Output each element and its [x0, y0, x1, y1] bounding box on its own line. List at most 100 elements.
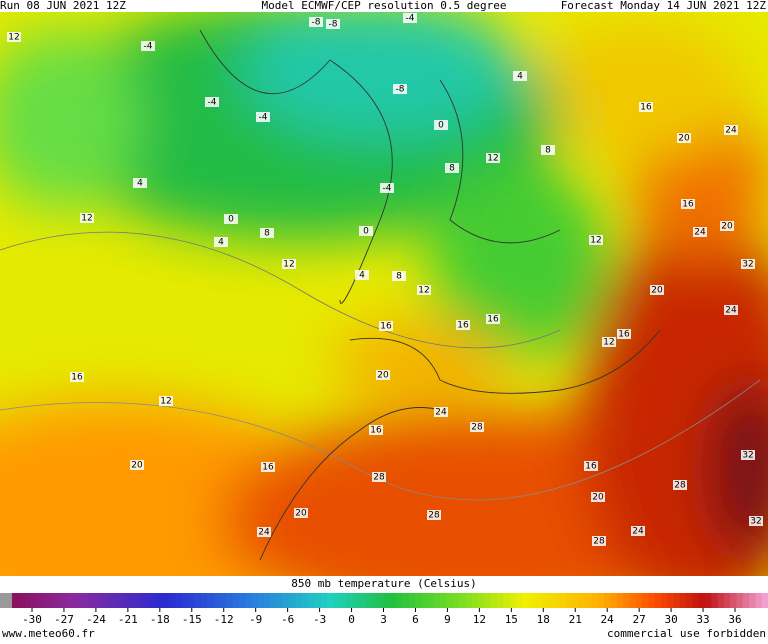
contour-label-box [133, 178, 147, 188]
colorbar-cell [465, 593, 473, 608]
contour-label-box [70, 372, 84, 382]
colorbar-cell [144, 593, 152, 608]
colorbar-cap [0, 593, 12, 608]
colorbar-cell [43, 593, 51, 608]
coastline [259, 407, 441, 561]
contour-label: 8 [449, 164, 455, 174]
colorbar-cell [175, 593, 183, 608]
contour-label: 28 [674, 481, 686, 491]
colorbar-cell [484, 593, 492, 608]
colorbar-cell [81, 593, 89, 608]
colorbar-cell [276, 593, 284, 608]
colorbar-tick-label: 6 [412, 613, 419, 626]
contour-label-box [724, 125, 738, 135]
colorbar-cell [226, 593, 233, 608]
colorbar-cell [213, 593, 221, 608]
contour-label: 20 [131, 461, 143, 471]
contour-label-box [355, 270, 369, 280]
colorbar-cell [572, 593, 580, 608]
coastline [439, 79, 561, 244]
colorbar-tick-label: -30 [22, 613, 42, 626]
contour-label-box [602, 337, 616, 347]
contour-label-box [427, 510, 441, 520]
colorbar-cell [610, 593, 618, 608]
isotherm [0, 379, 761, 501]
colorbar-cell [106, 593, 114, 608]
contour-label-box [326, 19, 340, 29]
colorbar-cell [364, 593, 372, 608]
colorbar-cell [333, 593, 341, 608]
colorbar-cell [654, 593, 662, 608]
contour-label: 24 [725, 126, 737, 136]
contour-label-box [591, 492, 605, 502]
contour-label-box [749, 516, 763, 526]
colorbar-tick-label: 24 [601, 613, 615, 626]
contour-label-box [359, 226, 373, 236]
colorbar-cell [453, 593, 460, 608]
colorbar-cell [459, 593, 467, 608]
colorbar-cell [522, 593, 530, 608]
contour-label: 24 [632, 527, 644, 537]
colorbar-cell [497, 593, 504, 608]
colorbar-cell [327, 593, 334, 608]
colorbar-cell [547, 593, 555, 608]
colorbar-cell [541, 593, 548, 608]
contour-label-box [392, 271, 406, 281]
colorbar-cell [698, 593, 706, 608]
contour-label: 16 [71, 373, 83, 383]
contour-label: 24 [694, 228, 706, 238]
contour-label: 16 [618, 330, 630, 340]
colorbar-cell [434, 593, 441, 608]
colorbar-cell [396, 593, 404, 608]
contour-label-box [434, 120, 448, 130]
colorbar-cell [264, 593, 271, 608]
colorbar-tick-label: -6 [281, 613, 294, 626]
contour-label-box [380, 183, 394, 193]
contour-label-box [393, 84, 407, 94]
colorbar-cell [642, 593, 649, 608]
colorbar-cell [616, 593, 624, 608]
contour-label-box [741, 259, 755, 269]
colorbar-cell [156, 593, 164, 608]
contour-label-box [584, 461, 598, 471]
colorbar-cell [383, 593, 391, 608]
colorbar-cell [673, 593, 681, 608]
contour-label-box [589, 235, 603, 245]
forecast-label: Forecast Monday 14 JUN 2021 12Z [561, 0, 767, 12]
colorbar-cell [301, 593, 309, 608]
colorbar-cell [503, 593, 511, 608]
contour-label-box [724, 305, 738, 315]
colorbar-cell [717, 593, 725, 608]
coastline [329, 59, 393, 304]
contour-label-box [486, 314, 500, 324]
contour-label: 16 [457, 321, 469, 331]
contour-label-box [650, 285, 664, 295]
contour-label: 32 [742, 260, 753, 270]
contour-label: -4 [144, 42, 153, 52]
colorbar-cell [490, 593, 498, 608]
colorbar-cell [219, 593, 227, 608]
colorbar-cell [660, 593, 668, 608]
colorbar-tick-label: 3 [380, 613, 387, 626]
contour-label: 20 [377, 371, 389, 381]
contour-label-box [130, 460, 144, 470]
contour-label-box [7, 32, 21, 42]
run-label: Run 08 JUN 2021 12Z [0, 0, 126, 12]
colorbar-cell [308, 593, 315, 608]
colorbar-cell [163, 593, 170, 608]
contour-label: 8 [545, 146, 551, 156]
contour-label-box [376, 370, 390, 380]
colorbar-cell [509, 593, 517, 608]
colorbar-cell [742, 593, 750, 608]
colorbar-cell [245, 593, 252, 608]
contour-label: 32 [750, 517, 761, 527]
colorbar-cell [736, 593, 744, 608]
colorbar-cell [345, 593, 353, 608]
colorbar-cell [553, 593, 561, 608]
colorbar-tick-label: 27 [633, 613, 646, 626]
contour-label: 8 [396, 272, 402, 282]
contour-label: 16 [380, 322, 392, 332]
colorbar-cell [339, 593, 347, 608]
